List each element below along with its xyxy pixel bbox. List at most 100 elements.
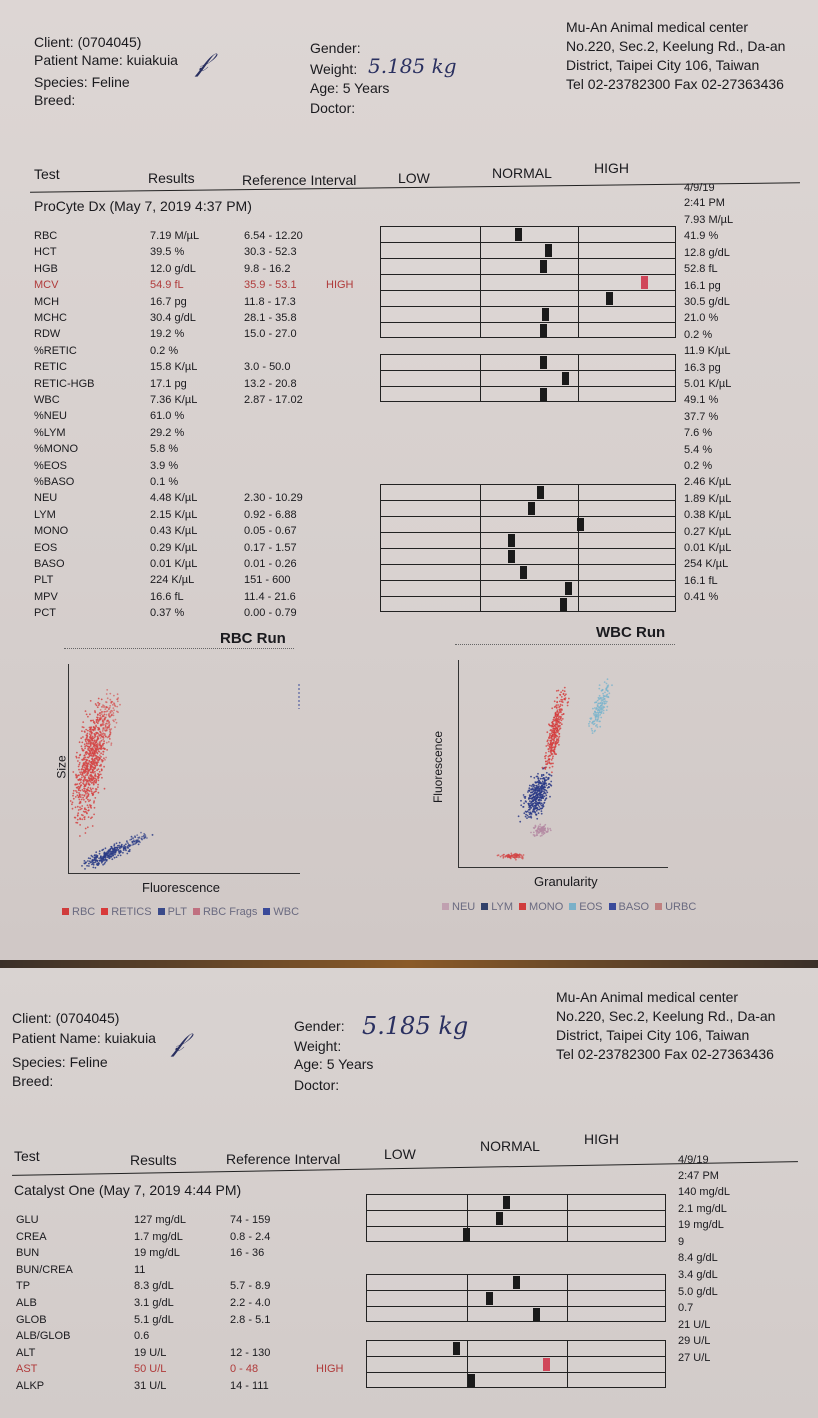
clinic-phone: Tel 02-23782300 Fax 02-27363436 [566,76,784,92]
range-divider [578,259,580,274]
scatter-point [85,770,88,773]
range-divider [467,1307,468,1321]
scatter-point [89,787,92,790]
scatter-point [81,726,84,728]
test-result: 17.1 pg [150,377,187,390]
scatter-point [78,782,81,785]
scatter-point [540,812,543,815]
scatter-point [91,739,94,742]
age: Age: 5 Years [310,80,390,96]
scatter-point [72,789,75,792]
scatter-point [97,779,100,782]
scatter-point [541,784,544,786]
test-row: PCT 0.37 % 0.00 - 0.79 [0,605,420,621]
scatter-point [90,804,92,807]
weight-handwritten: 5.185 kg [362,1012,469,1040]
scatter-point [549,829,552,832]
test-reference: 15.0 - 27.0 [244,328,297,341]
range-marker [513,1276,520,1289]
range-divider [479,485,481,500]
scatter-point [603,703,606,705]
test-reference: 11.4 - 21.6 [244,590,296,603]
species: Species: Feline [34,74,130,90]
weight-handwritten: 5.185 kg [368,54,457,78]
scatter-point [102,732,105,735]
scatter-point [602,696,604,699]
test-name: MPV [34,590,58,603]
scatter-point [537,802,540,805]
scatter-point [99,718,102,720]
scatter-point [535,814,538,816]
scatter-point [561,689,564,692]
scatter-point [546,791,549,794]
previous-time: 2:41 PM [684,197,725,209]
scatter-point [79,796,82,798]
scatter-point [544,767,546,770]
scatter-point [90,719,93,722]
test-name: LYM [34,508,56,521]
scatter-point [96,856,99,859]
client-id: Client: (0704045) [34,34,142,50]
scatter-point [510,852,513,855]
scatter-point [89,781,92,783]
scatter-point [560,719,563,722]
range-bar-plt [380,564,676,580]
scatter-point [548,766,551,769]
test-row: %RETIC 0.2 % [0,343,420,359]
scatter-point [113,709,115,712]
scatter-point [532,793,535,796]
previous-value: 19 mg/dL [678,1219,724,1232]
scatter-point [117,848,119,851]
scatter-point [81,794,83,796]
scatter-point [103,787,106,790]
range-bar-alkp [366,1372,666,1388]
scatter-point [540,810,543,812]
scatter-point [88,779,91,782]
scatter-point [83,758,86,761]
scatter-point [111,700,114,703]
scatter-point [130,835,133,838]
scatter-point [94,748,97,751]
scatter-point [105,860,108,862]
column-results: Results [130,1152,177,1168]
test-name: PLT [34,574,54,587]
scatter-point [598,711,601,713]
scatter-point [99,724,102,727]
scatter-point [91,825,94,827]
scatter-point [97,774,100,777]
scatter-point [108,738,111,740]
scatter-point [605,689,608,691]
scatter-point [559,708,562,711]
range-marker [542,308,550,321]
test-result: 0.43 K/µL [150,525,198,538]
range-divider [578,323,580,337]
scatter-point [556,730,559,733]
scatter-point [79,801,82,804]
scatter-point [78,794,81,796]
scatter-point [557,741,560,743]
test-name: RDW [34,328,61,341]
scatter-point [87,715,89,718]
patient-name: Patient Name: kuiakuia [34,52,178,68]
rbc-legend: RBC RETICS PLT RBC Frags WBC [56,906,299,918]
scatter-point [151,834,154,836]
scatter-point [598,684,601,686]
scatter-point [550,737,553,740]
range-divider [578,371,580,386]
scatter-point [545,766,548,769]
scatter-point [98,728,101,731]
scatter-point [82,721,85,723]
scatter-point [525,811,528,813]
range-bar-baso [380,548,676,564]
test-name: %LYM [34,426,66,439]
range-bar-wbc [380,386,676,402]
scatter-point [532,788,535,791]
scatter-point [91,778,93,781]
client-id: Client: (0704045) [12,1010,120,1026]
scatter-point [533,834,536,837]
scatter-point [554,727,556,730]
test-result: 54.9 fL [150,279,184,292]
scatter-point [111,850,113,853]
scatter-point [557,714,560,716]
scatter-point [98,773,100,776]
